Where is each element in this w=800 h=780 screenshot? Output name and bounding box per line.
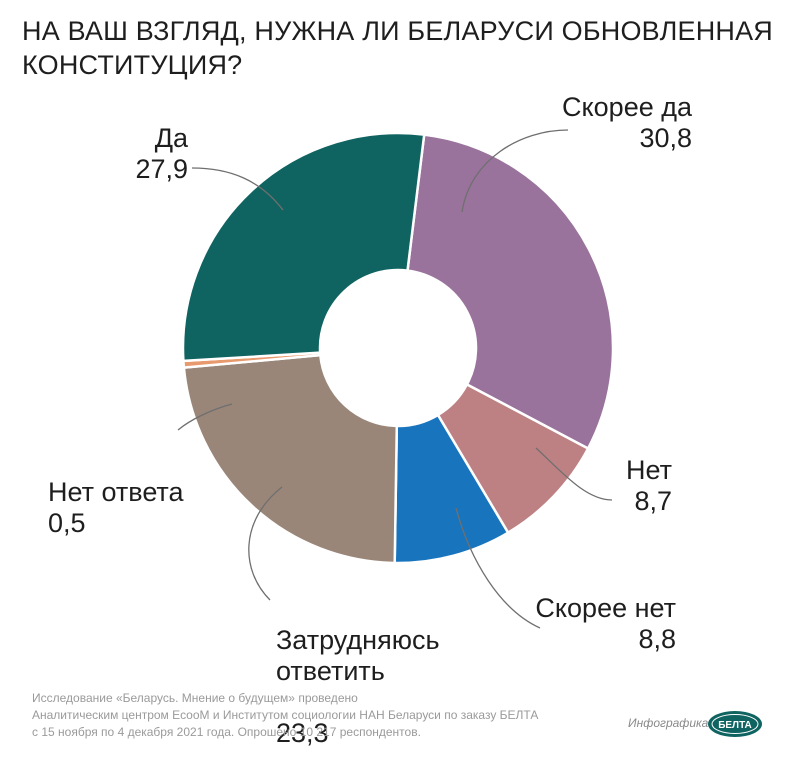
label-net-otveta-name: Нет ответа	[48, 477, 184, 507]
chart-title: НА ВАШ ВЗГЛЯД, НУЖНА ЛИ БЕЛАРУСИ ОБНОВЛЕ…	[22, 16, 774, 80]
leader-net-otveta	[177, 403, 233, 431]
footnote-line-2: Аналитическим центром EcooM и Институтом…	[32, 708, 539, 722]
slice-skoree-da	[406, 133, 615, 451]
label-zatrudnyayus-name: Затрудняюсь ответить	[276, 625, 440, 686]
label-skoree-da: Скорее да 30,8	[520, 92, 692, 154]
svg-text:БЕЛТА: БЕЛТА	[718, 720, 752, 731]
label-skoree-da-value: 30,8	[639, 123, 692, 153]
label-zatrudnyayus: Затрудняюсь ответить 23,3	[276, 594, 440, 780]
slice-da	[181, 131, 426, 363]
label-skoree-da-name: Скорее да	[562, 92, 692, 122]
leader-da	[191, 167, 284, 211]
leader-skoree-net	[455, 507, 541, 629]
footnote-line-3: с 15 ноября по 4 декабря 2021 года. Опро…	[32, 725, 421, 739]
belta-logo: БЕЛТА	[708, 711, 762, 737]
infographic-credit: Инфографика	[628, 716, 709, 730]
label-skoree-net: Скорее нет 8,8	[500, 593, 676, 655]
label-net-value: 8,7	[634, 486, 672, 516]
leader-zatrudnyayus	[248, 486, 283, 601]
label-da-name: Да	[154, 123, 188, 153]
label-net-otveta: Нет ответа 0,5	[48, 477, 184, 539]
label-zatrudnyayus-value: 23,3	[276, 718, 329, 748]
slice-zatrudnyayus	[182, 353, 399, 565]
leader-net	[535, 447, 613, 501]
donut-chart	[177, 129, 615, 629]
source-footnote: Исследование «Беларусь. Мнение о будущем…	[32, 690, 592, 741]
label-net: Нет 8,7	[590, 455, 672, 517]
label-da-value: 27,9	[135, 154, 188, 184]
label-skoree-net-value: 8,8	[638, 624, 676, 654]
label-da: Да 27,9	[96, 123, 188, 185]
footnote-line-1: Исследование «Беларусь. Мнение о будущем…	[32, 691, 358, 705]
label-net-name: Нет	[626, 455, 672, 485]
label-net-otveta-value: 0,5	[48, 508, 86, 538]
label-skoree-net-name: Скорее нет	[535, 593, 676, 623]
leader-skoree-da	[461, 129, 569, 213]
